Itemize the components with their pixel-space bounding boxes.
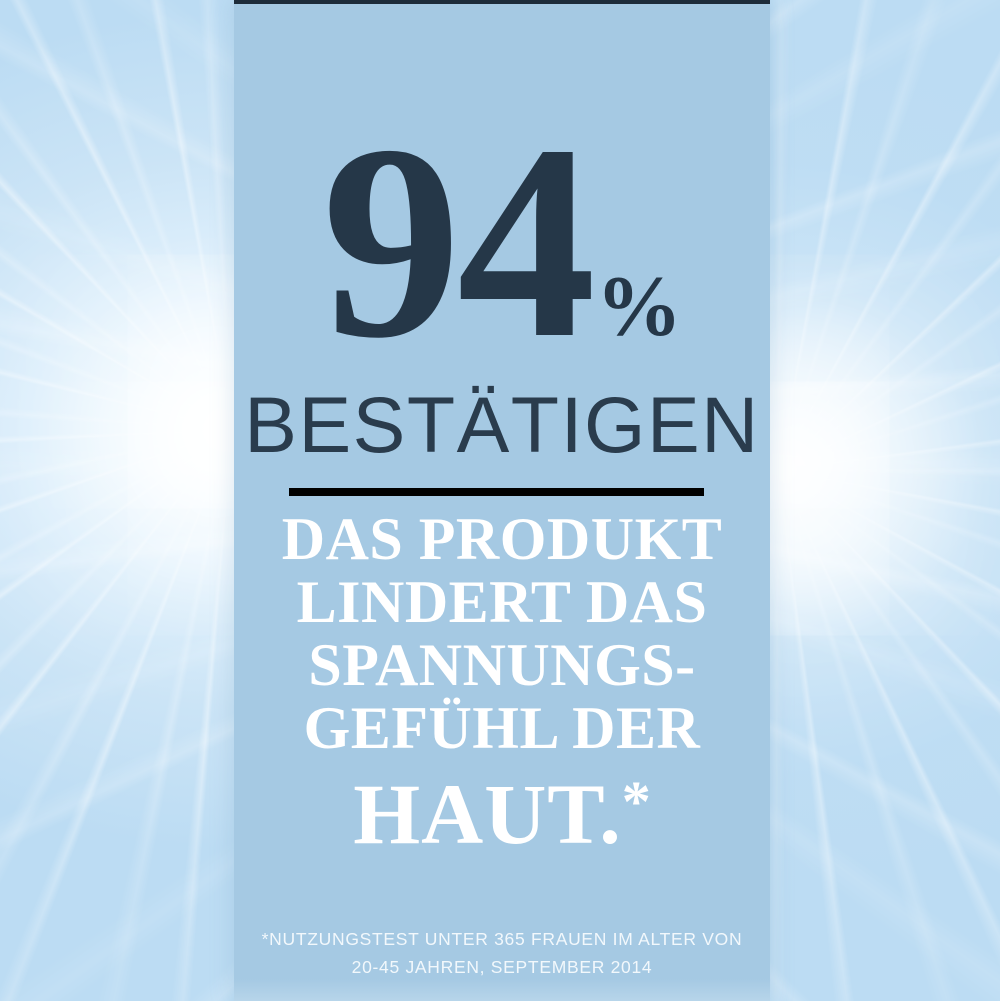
panel-top-rule [234, 0, 770, 4]
horizontal-divider-rule [289, 488, 704, 496]
footnote-asterisk-marker: * [621, 769, 651, 834]
confirm-label: BESTÄTIGEN [244, 380, 760, 469]
footnote-line-1: *NUTZUNGSTEST UNTER 365 FRAUEN IM ALTER … [261, 929, 743, 949]
footnote-line-2: 20-45 JAHREN, SEPTEMBER 2014 [351, 957, 653, 977]
statistic-number: 94 [322, 88, 596, 396]
claim-line-3: SPANNUNGS- [308, 632, 696, 698]
footnote-disclaimer: *NUTZUNGSTEST UNTER 365 FRAUEN IM ALTER … [244, 925, 760, 981]
claim-text-block: DAS PRODUKT LINDERT DAS SPANNUNGS- GEFÜH… [234, 506, 770, 858]
claim-final-word: HAUT. [353, 766, 622, 862]
claim-line-1: DAS PRODUKT [281, 506, 723, 572]
center-content-panel: 94% BESTÄTIGEN DAS PRODUKT LINDERT DAS S… [234, 0, 770, 1001]
claim-line-2: LINDERT DAS [296, 569, 708, 635]
claim-line-4: GEFÜHL DER [303, 695, 701, 761]
panel-bottom-fade [234, 979, 770, 1001]
percent-symbol: % [596, 258, 682, 354]
claim-line-final: HAUT.* [234, 760, 770, 857]
statistic-headline: 94% [234, 103, 770, 381]
